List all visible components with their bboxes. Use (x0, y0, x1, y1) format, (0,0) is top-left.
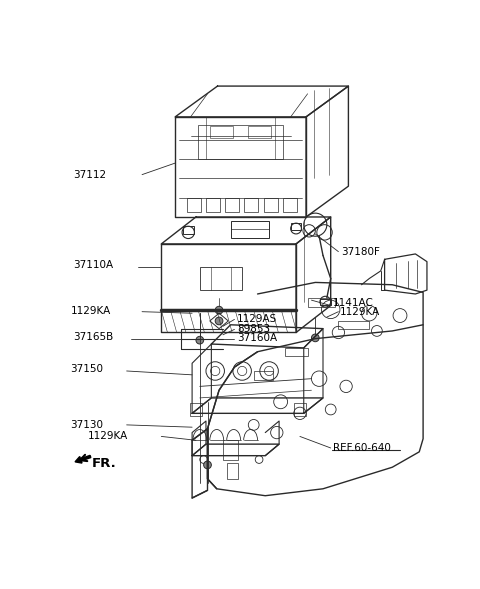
Bar (230, 221, 269, 238)
Bar (283, 198, 297, 211)
Text: 1129AS: 1129AS (237, 315, 277, 325)
Bar (320, 299, 331, 305)
Bar (285, 348, 308, 356)
Text: 1141AC: 1141AC (333, 298, 374, 308)
Bar (225, 198, 239, 211)
Bar (187, 198, 201, 211)
Bar (227, 464, 238, 479)
Circle shape (196, 336, 204, 344)
Text: 1129KA: 1129KA (340, 307, 380, 317)
Bar (308, 298, 335, 307)
Text: 37112: 37112 (73, 170, 106, 180)
Bar (206, 198, 220, 211)
FancyArrow shape (75, 455, 91, 463)
Bar (294, 403, 306, 416)
Text: 89853: 89853 (237, 325, 270, 335)
Text: 37180F: 37180F (341, 247, 380, 257)
Text: 37130: 37130 (71, 420, 104, 430)
Circle shape (204, 461, 211, 469)
Bar (223, 441, 238, 459)
Bar (338, 321, 369, 329)
Bar (254, 371, 273, 380)
Text: FR.: FR. (92, 457, 117, 470)
Text: 1129KA: 1129KA (88, 431, 129, 441)
Bar (244, 198, 258, 211)
Text: 1129KA: 1129KA (71, 306, 111, 316)
Text: 37110A: 37110A (73, 260, 113, 270)
Bar (183, 226, 193, 234)
Bar (190, 403, 202, 416)
Text: REF.60-640: REF.60-640 (333, 443, 391, 453)
Bar (248, 126, 271, 138)
Circle shape (215, 317, 223, 325)
Circle shape (215, 306, 223, 314)
Text: 37165B: 37165B (73, 332, 113, 342)
Text: 37150: 37150 (71, 365, 104, 375)
Bar (198, 125, 283, 159)
Bar (210, 126, 233, 138)
Bar (200, 267, 242, 290)
Text: 37160A: 37160A (237, 333, 277, 343)
Bar (291, 223, 301, 230)
Circle shape (312, 334, 319, 342)
Bar (264, 198, 277, 211)
